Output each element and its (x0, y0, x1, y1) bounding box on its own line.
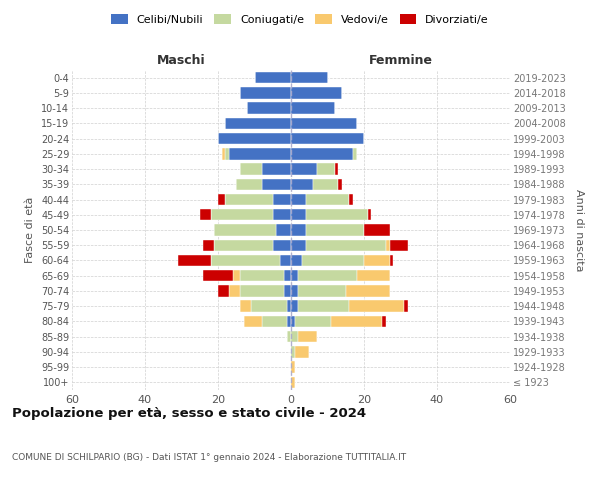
Bar (291, 102, 335, 114)
Bar (291, 148, 353, 160)
Text: Femmine: Femmine (368, 54, 433, 67)
Bar (284, 270, 291, 281)
Bar (389, 255, 393, 266)
Bar (178, 255, 211, 266)
Bar (240, 164, 262, 175)
Bar (240, 300, 251, 312)
Bar (291, 316, 295, 327)
Bar (305, 194, 349, 205)
Bar (291, 209, 305, 220)
Text: Maschi: Maschi (157, 54, 206, 67)
Bar (226, 148, 229, 160)
Bar (226, 194, 273, 205)
Bar (298, 285, 346, 296)
Bar (298, 270, 357, 281)
Bar (302, 255, 364, 266)
Bar (335, 164, 338, 175)
Bar (404, 300, 408, 312)
Bar (214, 224, 277, 235)
Legend: Celibi/Nubili, Coniugati/e, Vedovi/e, Divorziati/e: Celibi/Nubili, Coniugati/e, Vedovi/e, Di… (108, 10, 492, 28)
Bar (262, 316, 287, 327)
Bar (247, 102, 291, 114)
Y-axis label: Anni di nascita: Anni di nascita (574, 188, 584, 271)
Bar (298, 331, 317, 342)
Bar (291, 118, 356, 129)
Bar (364, 255, 389, 266)
Bar (284, 285, 291, 296)
Bar (349, 300, 404, 312)
Bar (389, 240, 408, 251)
Bar (305, 224, 364, 235)
Bar (349, 194, 353, 205)
Bar (273, 209, 291, 220)
Bar (273, 194, 291, 205)
Bar (233, 270, 240, 281)
Bar (346, 285, 389, 296)
Bar (291, 270, 298, 281)
Text: COMUNE DI SCHILPARIO (BG) - Dati ISTAT 1° gennaio 2024 - Elaborazione TUTTITALIA: COMUNE DI SCHILPARIO (BG) - Dati ISTAT 1… (12, 452, 406, 462)
Bar (229, 148, 291, 160)
Bar (382, 316, 386, 327)
Bar (211, 209, 273, 220)
Bar (305, 240, 386, 251)
Bar (364, 224, 389, 235)
Bar (240, 285, 284, 296)
Bar (221, 148, 226, 160)
Bar (218, 194, 226, 205)
Bar (277, 224, 291, 235)
Bar (291, 362, 295, 373)
Bar (203, 240, 214, 251)
Bar (287, 300, 291, 312)
Bar (291, 87, 342, 99)
Bar (218, 133, 291, 144)
Bar (386, 240, 389, 251)
Bar (291, 194, 305, 205)
Bar (280, 255, 291, 266)
Bar (291, 224, 305, 235)
Bar (273, 240, 291, 251)
Bar (229, 285, 240, 296)
Bar (313, 178, 338, 190)
Bar (251, 300, 287, 312)
Bar (298, 300, 349, 312)
Bar (240, 87, 291, 99)
Bar (317, 164, 335, 175)
Bar (291, 285, 298, 296)
Y-axis label: Fasce di età: Fasce di età (25, 197, 35, 263)
Bar (356, 270, 389, 281)
Bar (262, 164, 291, 175)
Bar (291, 133, 364, 144)
Bar (240, 270, 284, 281)
Bar (353, 148, 356, 160)
Bar (200, 209, 211, 220)
Bar (291, 178, 313, 190)
Bar (295, 316, 331, 327)
Bar (291, 300, 298, 312)
Bar (291, 255, 302, 266)
Text: Popolazione per età, sesso e stato civile - 2024: Popolazione per età, sesso e stato civil… (12, 408, 366, 420)
Bar (291, 376, 295, 388)
Bar (291, 164, 317, 175)
Bar (287, 331, 291, 342)
Bar (338, 178, 342, 190)
Bar (214, 240, 273, 251)
Bar (226, 118, 291, 129)
Bar (262, 178, 291, 190)
Bar (244, 316, 262, 327)
Bar (331, 316, 382, 327)
Bar (236, 178, 262, 190)
Bar (291, 240, 305, 251)
Bar (203, 270, 233, 281)
Bar (368, 209, 371, 220)
Bar (305, 209, 368, 220)
Bar (291, 346, 295, 358)
Bar (295, 346, 309, 358)
Bar (291, 72, 328, 84)
Bar (291, 331, 298, 342)
Bar (218, 285, 229, 296)
Bar (211, 255, 280, 266)
Bar (254, 72, 291, 84)
Bar (287, 316, 291, 327)
